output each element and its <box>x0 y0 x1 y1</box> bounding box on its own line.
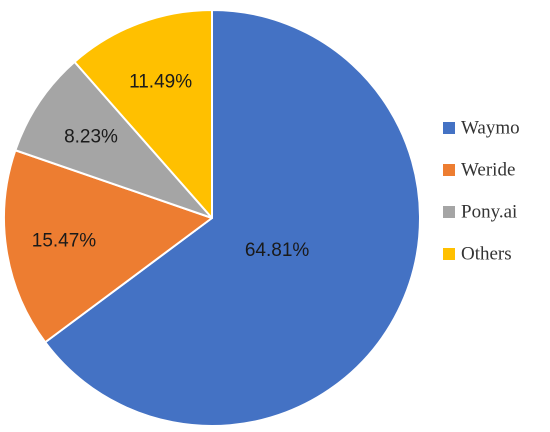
legend: Waymo Weride Pony.ai Others <box>443 118 520 265</box>
pie-slice-waymo <box>44 9 421 427</box>
pie-data-labels: 64.81% 15.47% 8.23% 11.49% <box>32 71 310 261</box>
legend-label-others: Others <box>461 244 512 265</box>
data-label-pony-ai: 8.23% <box>64 127 118 148</box>
pie-slices <box>3 9 421 427</box>
legend-swatch-others <box>443 248 455 260</box>
legend-label-weride: Weride <box>461 160 515 181</box>
data-label-others: 11.49% <box>129 71 192 92</box>
legend-swatch-waymo <box>443 122 455 134</box>
legend-label-waymo: Waymo <box>461 118 520 139</box>
pie-slice-weride <box>3 149 213 344</box>
data-label-waymo: 64.81% <box>245 240 310 261</box>
pie-slice-others <box>73 9 213 219</box>
pie-slice-pony-ai <box>14 60 213 219</box>
legend-swatch-weride <box>443 164 455 176</box>
legend-label-pony-ai: Pony.ai <box>461 202 517 223</box>
data-label-weride: 15.47% <box>32 231 97 252</box>
legend-swatch-pony-ai <box>443 206 455 218</box>
